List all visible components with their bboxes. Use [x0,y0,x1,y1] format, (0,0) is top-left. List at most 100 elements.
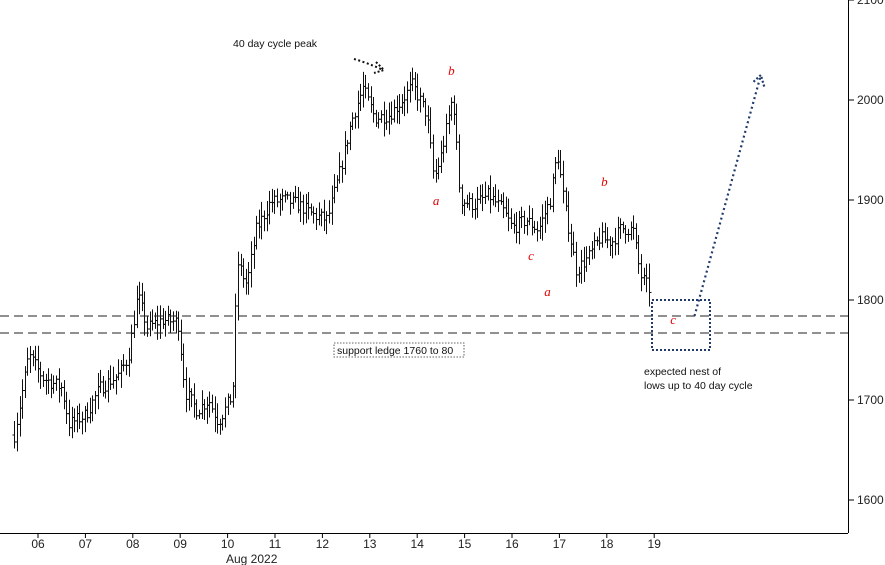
ohlc-bar [522,210,527,234]
ohlc-bar [244,268,249,295]
ohlc-bar [579,249,584,284]
expected-nest-line2: lows up to 40 day cycle [644,380,753,392]
ohlc-bar [376,112,381,129]
ohlc-bar [634,223,639,250]
ohlc-bar [408,71,413,103]
ohlc-bar [215,403,220,434]
ohlc-bar [335,175,340,192]
ohlc-bar [405,81,410,114]
ohlc-bar [616,216,621,255]
x-tick-label: 19 [648,537,662,551]
ohlc-bar [124,359,129,376]
ohlc-bar [192,383,197,418]
ohlc-bar [626,228,631,242]
ohlc-bar [322,199,327,232]
ohlc-bar [239,253,244,276]
ohlc-bar [517,210,522,245]
ohlc-bar [293,185,298,203]
ohlc-bar [384,109,389,130]
ohlc-bar [428,107,433,149]
ohlc-bar [181,343,186,388]
ohlc-bar [441,135,446,163]
ohlc-bar [220,414,225,431]
ohlc-bar [350,112,355,130]
ohlc-bar [538,216,543,240]
ohlc-bar [155,305,160,340]
ohlc-bar [421,92,426,108]
ohlc-bar [67,399,72,437]
projection-arrowhead [751,72,766,87]
ohlc-bar [327,200,332,224]
ohlc-bar [163,310,168,337]
ohlc-bar [639,254,644,292]
ohlc-bar [361,71,366,108]
ohlc-bar [540,204,545,241]
ohlc-bar [483,181,488,204]
ohlc-bar [353,112,358,129]
ohlc-bar [514,211,519,244]
ohlc-bar [618,218,623,239]
ohlc-bar [246,261,251,295]
ohlc-bar [210,394,215,413]
ohlc-bar [597,227,602,251]
ohlc-bar [415,73,420,111]
ohlc-bar [558,149,563,178]
ohlc-bar [621,221,626,234]
ohlc-bar [272,189,277,214]
ohlc-bar [426,105,431,134]
ohlc-bar [145,316,150,337]
ohlc-bar [379,110,384,123]
ohlc-bar [574,241,579,287]
ohlc-bar [70,406,75,439]
ohlc-bar [72,408,77,433]
ohlc-bar [57,368,62,403]
ohlc-bar [366,83,371,101]
wave-label: c [528,248,534,263]
ohlc-bar [85,402,90,423]
ohlc-bar [262,210,267,232]
ohlc-bar [265,200,270,232]
ohlc-bar [545,196,550,225]
ohlc-bar [345,139,350,155]
ohlc-bar [369,86,374,113]
ohlc-bar [285,191,290,200]
support-ledge-box [333,342,465,358]
ohlc-bar [392,99,397,123]
ohlc-bar [582,246,587,282]
ohlc-bar [291,192,296,209]
ohlc-bar [363,74,368,99]
ohlc-bar [499,194,504,205]
ohlc-bar [309,203,314,216]
ohlc-bar [556,149,561,170]
ohlc-bar [233,293,238,399]
x-axis-ticks: 06 07 08 09 10 11 12 13 14 15 16 17 18 19 [31,533,661,551]
x-tick-label: 15 [458,537,472,551]
ohlc-bar [150,309,155,331]
ohlc-bar [330,185,335,225]
ohlc-bar [148,311,153,337]
ohlc-bar [636,234,641,274]
y-axis-ticks: 1600 1700 1800 1900 2000 2100 [848,0,884,507]
ohlc-bar [77,403,82,430]
x-tick-label: 13 [363,537,377,551]
ohlc-bar [33,345,38,371]
ohlc-bar [36,345,41,383]
ohlc-bar [371,96,376,123]
ohlc-bar [493,184,498,208]
ohlc-bar [108,365,113,391]
ohlc-bar [501,192,506,219]
ohlc-bar [610,237,615,259]
ohlc-bar [577,266,582,283]
ohlc-bar [278,193,283,216]
y-tick-label: 2000 [857,93,884,107]
ohlc-bar [127,347,132,377]
ohlc-bar [20,379,25,419]
ohlc-bar [88,397,93,424]
ohlc-bar [457,134,462,193]
support-ledge-label: support ledge 1760 to 80 [337,345,453,357]
y-tick-label: 1800 [857,293,884,307]
ohlc-bar [249,241,254,288]
ohlc-bar [525,217,530,236]
cycle-peak-arrow [353,58,384,71]
